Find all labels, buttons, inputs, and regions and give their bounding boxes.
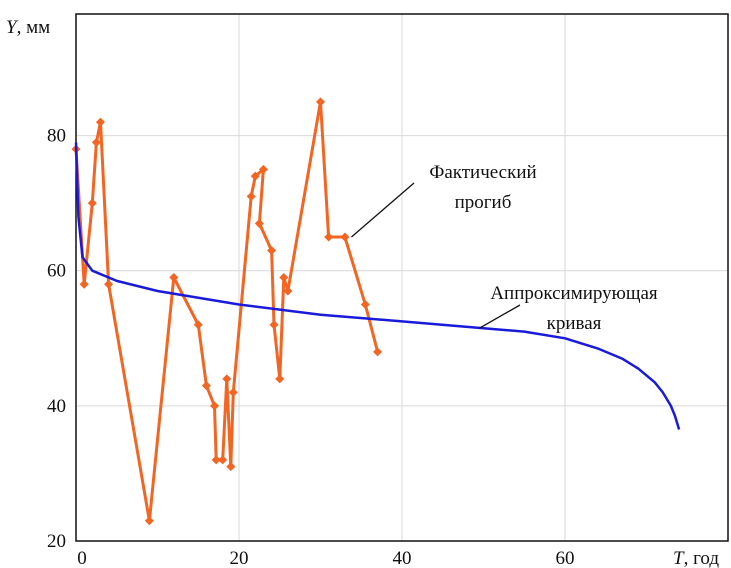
data-point xyxy=(91,137,101,147)
data-point xyxy=(258,164,268,174)
data-point xyxy=(275,374,285,384)
annotation-text: Фактический xyxy=(429,162,536,183)
data-point xyxy=(283,286,293,296)
y-tick-label: 20 xyxy=(47,531,66,552)
x-tick-label: 20 xyxy=(230,548,249,568)
data-point xyxy=(279,273,289,282)
data-point xyxy=(169,273,179,282)
annotation-text: кривая xyxy=(547,313,602,334)
data-point xyxy=(210,401,220,411)
x-axis-label: T, год xyxy=(673,548,719,568)
data-point xyxy=(316,97,325,107)
annotation-text: прогиб xyxy=(455,192,512,213)
annotation-leader xyxy=(479,304,521,329)
data-point xyxy=(254,218,264,228)
x-axis-unit: , год xyxy=(684,548,720,568)
data-point xyxy=(340,232,350,242)
data-point xyxy=(222,374,232,384)
data-point xyxy=(144,516,154,526)
x-tick-label: 40 xyxy=(393,548,412,568)
data-point xyxy=(104,279,114,289)
annotation-text: Аппроксимирующая xyxy=(490,283,658,304)
plot-frame xyxy=(75,13,729,542)
y-axis-label: Y, мм xyxy=(6,17,50,38)
data-point xyxy=(250,171,260,181)
data-point xyxy=(193,320,203,330)
x-tick-label: 60 xyxy=(556,548,575,568)
annotation-leader xyxy=(351,182,415,238)
data-point xyxy=(267,245,277,255)
y-tick-label: 80 xyxy=(47,126,66,147)
data-point xyxy=(95,117,105,127)
x-axis-var: T xyxy=(673,548,685,568)
data-point xyxy=(79,279,89,289)
data-point xyxy=(246,191,256,201)
series-line-2 xyxy=(74,142,681,430)
data-point xyxy=(360,300,370,310)
y-axis-unit: , мм xyxy=(17,17,51,38)
x-tick-labels: 0 20 40 60 xyxy=(77,548,574,568)
x-tick-label: 0 xyxy=(77,548,87,568)
data-point xyxy=(324,232,334,242)
data-point xyxy=(228,387,238,397)
y-tick-labels: 20 40 60 80 xyxy=(47,126,66,552)
y-tick-label: 60 xyxy=(47,261,66,282)
data-point xyxy=(373,347,383,357)
grid-lines xyxy=(76,14,728,541)
annotation-layer: Фактический прогиб Аппроксимирующая кривая xyxy=(351,162,658,334)
y-tick-label: 40 xyxy=(47,396,66,417)
data-point xyxy=(226,462,236,472)
data-point xyxy=(211,455,221,465)
series-layer xyxy=(71,97,681,526)
y-axis-var: Y xyxy=(6,17,19,38)
data-point xyxy=(218,455,228,465)
data-point xyxy=(269,320,279,330)
data-point xyxy=(201,381,211,391)
data-point xyxy=(87,198,97,208)
series-line-1 xyxy=(74,100,380,523)
